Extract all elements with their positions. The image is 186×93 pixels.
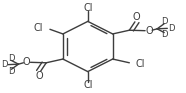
Text: O: O [36, 71, 44, 81]
Text: O: O [23, 57, 30, 67]
Text: Cl: Cl [83, 3, 93, 13]
Text: D: D [8, 54, 15, 63]
Text: D: D [8, 67, 15, 76]
Text: Cl: Cl [136, 58, 145, 69]
Text: D: D [161, 30, 167, 39]
Text: D: D [168, 24, 175, 33]
Text: O: O [132, 12, 140, 22]
Text: O: O [145, 26, 153, 36]
Text: Cl: Cl [83, 80, 93, 90]
Text: D: D [1, 60, 7, 69]
Text: D: D [161, 17, 167, 26]
Text: Cl: Cl [34, 23, 44, 33]
